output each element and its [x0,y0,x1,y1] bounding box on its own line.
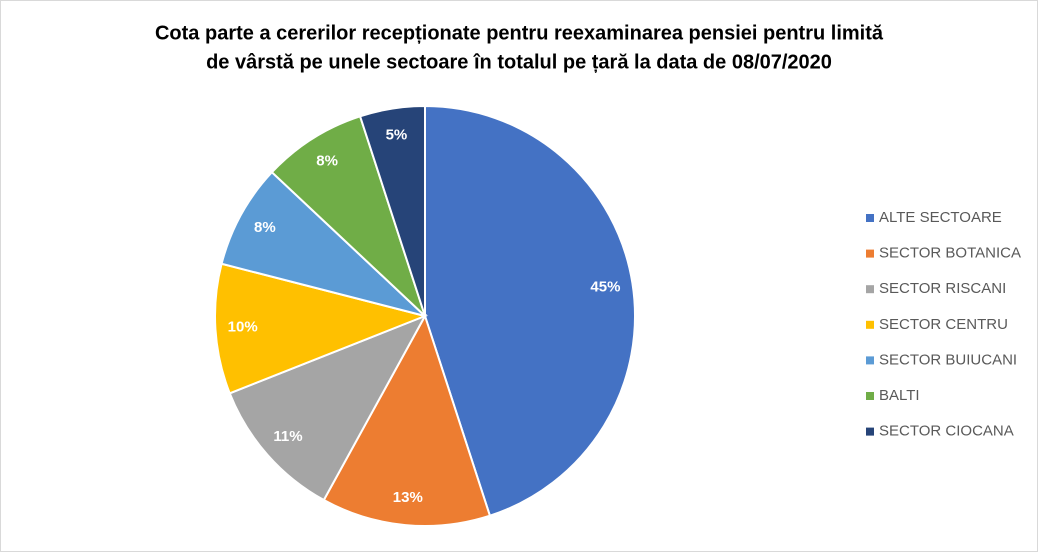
legend-swatch [866,214,874,222]
data-label: 45% [590,278,620,295]
legend-label: SECTOR BOTANICA [879,245,1021,262]
data-label: 13% [393,489,423,506]
pie-slice [358,104,426,317]
pie-slice [322,313,492,527]
legend-label: SECTOR RISCANI [879,280,1006,297]
data-label: 8% [254,219,276,236]
legend-swatch [866,249,874,258]
legend-swatch [866,320,874,329]
data-label: 11% [273,428,302,445]
chart-title: de vârstă pe unele sectoare în totalul p… [206,51,832,73]
data-label: 5% [386,127,408,144]
pie-slice [220,170,426,317]
legend-label: SECTOR CENTRU [879,316,1008,333]
legend-swatch [866,285,874,294]
data-label: 8% [316,153,338,170]
legend-label: ALTE SECTOARE [879,209,1002,226]
pie-slice [424,104,636,517]
pie-slice [214,262,429,395]
legend-swatch [866,356,874,365]
legend-label: SECTOR CIOCANA [879,423,1014,440]
pie-slice [270,115,426,317]
legend-swatch [866,392,874,400]
data-label: 10% [228,318,258,335]
pie-slice [228,314,428,502]
chart-title: Cota parte a cererilor recepționate pent… [155,22,884,44]
legend-label: SECTOR BUIUCANI [879,351,1017,368]
legend-swatch [866,427,874,436]
legend-label: BALTI [879,387,920,404]
